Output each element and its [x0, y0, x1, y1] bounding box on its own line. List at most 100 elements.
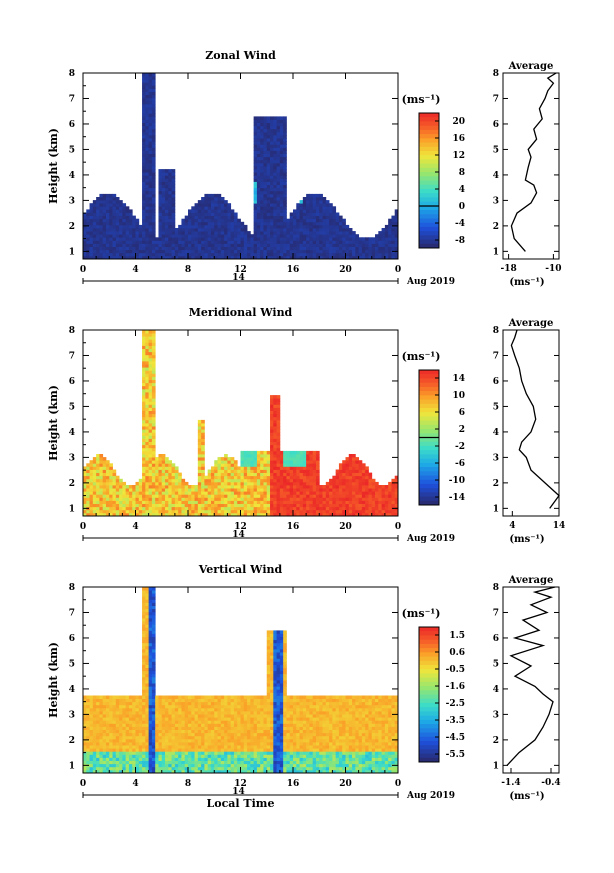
heatmap-cell — [161, 463, 166, 467]
heatmap-cell — [145, 231, 150, 235]
heatmap-cell — [86, 252, 90, 257]
heatmap-cell — [279, 512, 284, 517]
heatmap-cell — [319, 228, 323, 232]
x-tick-label: 0 — [395, 522, 401, 532]
heatmap-cell — [322, 215, 327, 220]
heatmap-cell — [260, 178, 264, 182]
heatmap-cell — [230, 246, 235, 251]
heatmap-cell — [161, 506, 166, 511]
heatmap-cell — [388, 509, 392, 514]
heatmap-cell — [142, 181, 146, 185]
heatmap-cell — [109, 197, 113, 201]
heatmap-cell — [142, 122, 146, 127]
heatmap-cell — [286, 240, 291, 244]
heatmap-cell — [325, 255, 330, 260]
heatmap-cell — [266, 190, 271, 195]
heatmap-cell — [329, 209, 333, 213]
heatmap-cell — [270, 215, 274, 220]
heatmap-cell — [296, 209, 300, 213]
heatmap-cell — [128, 237, 133, 241]
heatmap-cell — [283, 240, 287, 244]
heatmap-cell — [122, 763, 127, 768]
heatmap-cell — [119, 745, 123, 749]
heatmap-cell — [115, 738, 120, 743]
heatmap-cell — [112, 231, 117, 235]
heatmap-cell — [151, 416, 156, 421]
heatmap-cell — [158, 704, 163, 709]
heatmap-cell — [306, 209, 310, 213]
heatmap-cell — [148, 667, 153, 672]
heatmap-cell — [83, 255, 87, 260]
heatmap-cell — [358, 243, 363, 247]
heatmap-cell — [342, 252, 346, 257]
heatmap-cell — [214, 231, 218, 235]
heatmap-cell — [309, 221, 314, 226]
heatmap-cell — [266, 246, 271, 251]
heatmap-cell — [210, 231, 215, 235]
heatmap-cell — [319, 224, 323, 229]
heatmap-cell — [142, 228, 146, 232]
heatmap-cell — [279, 457, 284, 461]
heatmap-cell — [247, 494, 251, 498]
heatmap-cell — [240, 494, 245, 498]
heatmap-cell — [145, 509, 150, 514]
heatmap-cell — [184, 503, 189, 508]
heatmap-cell — [230, 218, 235, 223]
heatmap-cell — [302, 460, 307, 464]
heatmap-cell — [86, 698, 90, 703]
heatmap-cell — [145, 131, 150, 136]
heatmap-cell — [135, 742, 140, 746]
heatmap-cell — [247, 234, 251, 238]
heatmap-cell — [270, 429, 274, 433]
heatmap-cell — [142, 590, 146, 594]
heatmap-cell — [335, 221, 340, 226]
heatmap-cell — [119, 488, 123, 492]
heatmap-cell — [148, 234, 153, 238]
heatmap-cell — [151, 509, 156, 514]
heatmap-cell — [338, 491, 343, 495]
heatmap-cell — [96, 766, 100, 771]
heatmap-cell — [115, 224, 120, 229]
heatmap-cell — [342, 240, 346, 244]
heatmap-cell — [145, 162, 150, 167]
heatmap-cell — [306, 500, 310, 504]
heatmap-cell — [345, 491, 350, 495]
heatmap-cell — [263, 172, 268, 176]
heatmap-cell — [151, 491, 156, 495]
heatmap-cell — [99, 252, 104, 257]
heatmap-cell — [86, 491, 90, 495]
heatmap-cell — [306, 218, 310, 223]
heatmap-cell — [332, 221, 337, 226]
heatmap-cell — [135, 228, 140, 232]
heatmap-cell — [312, 228, 317, 232]
heatmap-cell — [197, 488, 202, 492]
heatmap-cell — [155, 701, 159, 706]
heatmap-cell — [365, 509, 369, 514]
colorbar-swatch — [419, 222, 439, 228]
heatmap-cell — [338, 512, 343, 517]
heatmap-cell — [296, 460, 300, 464]
heatmap-cell — [322, 494, 327, 498]
heatmap-cell — [102, 485, 107, 489]
heatmap-cell — [171, 488, 176, 492]
heatmap-cell — [197, 212, 202, 216]
heatmap-cell — [276, 441, 281, 446]
heatmap-cell — [312, 494, 317, 498]
heatmap-cell — [158, 175, 163, 179]
heatmap-cell — [142, 735, 146, 740]
heatmap-cell — [197, 466, 202, 470]
heatmap-cell — [306, 463, 310, 467]
heatmap-cell — [148, 642, 153, 647]
heatmap-cell — [270, 447, 274, 452]
heatmap-cell — [145, 506, 150, 511]
heatmap-cell — [197, 469, 202, 473]
heatmap-cell — [145, 135, 150, 139]
heatmap-cell — [266, 203, 271, 207]
heatmap-cell — [266, 209, 271, 213]
colorbar-tick-label: 12 — [452, 151, 465, 161]
heatmap-cell — [115, 485, 120, 489]
heatmap-cell — [237, 466, 241, 470]
heatmap-cell — [283, 209, 287, 213]
heatmap-cell — [197, 215, 202, 220]
heatmap-cell — [293, 481, 297, 486]
